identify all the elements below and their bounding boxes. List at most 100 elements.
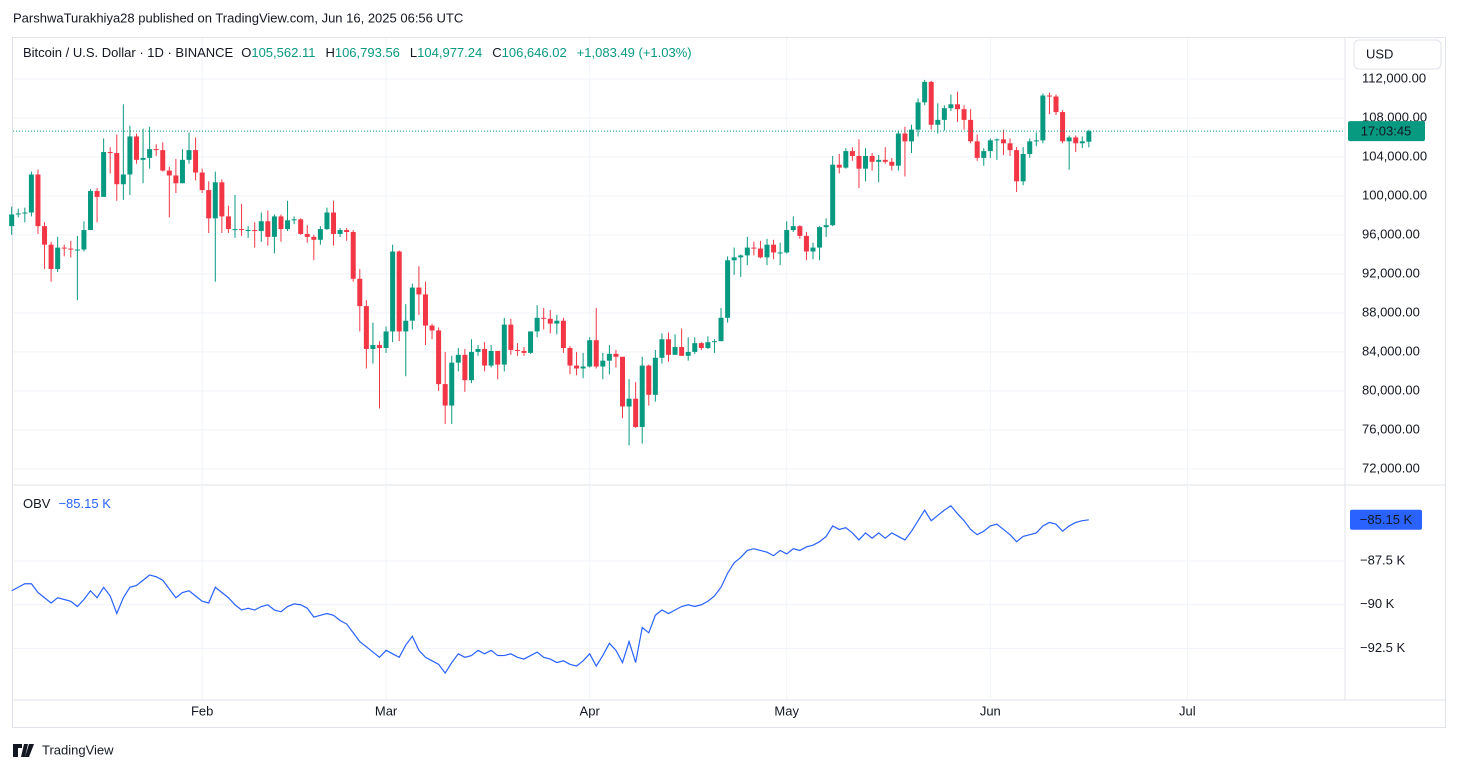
legend-value: 105,562.11 bbox=[251, 45, 315, 60]
candle-body bbox=[403, 320, 409, 332]
candle-body bbox=[212, 182, 218, 219]
candle-body bbox=[981, 151, 987, 158]
candle-body bbox=[869, 155, 875, 162]
candle-body bbox=[994, 139, 1000, 141]
x-tick-label: Jun bbox=[980, 703, 1001, 718]
candle-body bbox=[1053, 96, 1059, 113]
candle-body bbox=[396, 251, 402, 332]
candle-body bbox=[285, 220, 291, 230]
y-tick-label: 76,000.00 bbox=[1362, 421, 1420, 436]
y-tick-label: 108,000.00 bbox=[1362, 109, 1427, 124]
candle-body bbox=[120, 174, 126, 185]
candle-body bbox=[225, 216, 231, 230]
candle-body bbox=[331, 212, 337, 234]
candle-body bbox=[1046, 95, 1052, 97]
candle-body bbox=[876, 159, 882, 162]
candle-body bbox=[567, 348, 573, 366]
countdown: 17:03:45 bbox=[1361, 124, 1412, 139]
y-tick-label: 100,000.00 bbox=[1362, 187, 1427, 202]
candle-body bbox=[534, 317, 540, 332]
legend-value: 104,977.24 bbox=[417, 45, 482, 60]
candle-body bbox=[633, 398, 639, 427]
legend-label: L bbox=[410, 45, 417, 60]
candle-body bbox=[311, 236, 317, 240]
candle-body bbox=[193, 150, 199, 173]
candle-body bbox=[265, 221, 271, 237]
candle-body bbox=[987, 140, 993, 152]
candle-body bbox=[173, 175, 179, 184]
candle-body bbox=[147, 149, 153, 158]
candle-body bbox=[902, 133, 908, 142]
candle-body bbox=[863, 155, 869, 169]
candle-body bbox=[1033, 140, 1039, 142]
candle-body bbox=[652, 357, 658, 395]
candle-body bbox=[436, 330, 442, 385]
candle-body bbox=[1079, 141, 1085, 144]
candle-body bbox=[639, 365, 645, 427]
y-tick-label: 84,000.00 bbox=[1362, 343, 1420, 358]
last-value-label: −85.15 K bbox=[1360, 512, 1413, 527]
candle-body bbox=[252, 230, 258, 232]
candle-body bbox=[357, 278, 363, 307]
candle-body bbox=[166, 170, 172, 176]
candle-body bbox=[324, 212, 330, 230]
candle-body bbox=[698, 343, 704, 349]
candle-body bbox=[416, 287, 422, 295]
candle-body bbox=[705, 342, 711, 349]
candle-body bbox=[692, 343, 698, 352]
candle-body bbox=[580, 366, 586, 369]
candle-body bbox=[731, 257, 737, 261]
candle-body bbox=[140, 157, 146, 160]
candle-body bbox=[836, 164, 842, 168]
candle-body bbox=[1020, 154, 1026, 182]
candle-body bbox=[718, 317, 724, 342]
candle-body bbox=[28, 174, 34, 213]
candle-body bbox=[1060, 112, 1066, 142]
candle-body bbox=[928, 81, 934, 125]
candle-body bbox=[560, 320, 566, 349]
candle-body bbox=[501, 324, 507, 365]
candle-body bbox=[153, 149, 159, 151]
candle-body bbox=[22, 212, 28, 214]
candle-body bbox=[514, 349, 520, 351]
last-value-badge bbox=[1350, 509, 1422, 530]
candle-body bbox=[278, 216, 284, 230]
currency[interactable]: USD bbox=[1366, 46, 1393, 61]
candle-body bbox=[895, 133, 901, 166]
candle-body bbox=[528, 331, 534, 353]
candle-body bbox=[160, 150, 166, 171]
candle-body bbox=[646, 365, 652, 395]
candle-body bbox=[882, 159, 888, 162]
candle-body bbox=[179, 159, 185, 184]
candle-body bbox=[107, 152, 113, 154]
candle-body bbox=[442, 384, 448, 406]
y-tick-label: −90 K bbox=[1360, 596, 1395, 611]
candle-body bbox=[1014, 150, 1020, 182]
currency-button[interactable] bbox=[1353, 39, 1442, 70]
legend-label: C bbox=[492, 45, 501, 60]
candle-body bbox=[127, 136, 133, 175]
candle-body bbox=[909, 129, 915, 142]
obv-title: OBV bbox=[23, 496, 51, 511]
legend-label: O bbox=[241, 45, 251, 60]
candle-body bbox=[587, 340, 593, 367]
brand-logo bbox=[13, 744, 34, 757]
candle-body bbox=[757, 248, 763, 258]
candle-body bbox=[961, 109, 967, 120]
candle-body bbox=[15, 213, 21, 215]
candle-body bbox=[88, 191, 94, 231]
candle-body bbox=[554, 320, 560, 324]
candle-body bbox=[304, 233, 310, 237]
candle-body bbox=[1007, 143, 1013, 151]
candle-body bbox=[74, 249, 80, 251]
brand: TradingView bbox=[13, 742, 114, 757]
candle-body bbox=[823, 225, 829, 228]
obv-value: −85.15 K bbox=[58, 496, 111, 511]
candle-body bbox=[1040, 95, 1046, 141]
y-tick-label: 104,000.00 bbox=[1362, 148, 1427, 163]
candle-body bbox=[574, 365, 580, 369]
candle-body bbox=[711, 341, 717, 343]
x-tick-label: Apr bbox=[580, 703, 601, 718]
candle-body bbox=[199, 172, 205, 191]
candle-body bbox=[790, 226, 796, 231]
